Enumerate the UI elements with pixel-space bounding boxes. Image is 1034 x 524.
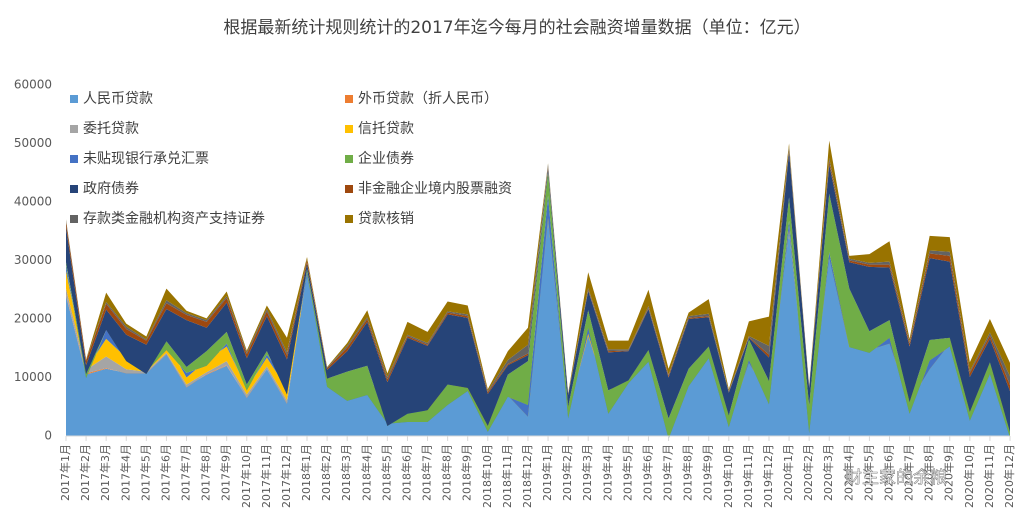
x-tick-label: 2018年8月 <box>440 444 454 501</box>
x-tick-label: 2018年3月 <box>339 444 353 501</box>
legend-label: 非金融企业境内股票融资 <box>358 180 512 197</box>
x-tick-label: 2020年7月 <box>902 444 916 501</box>
x-tick-label: 2018年9月 <box>460 444 474 501</box>
legend-label: 政府债券 <box>83 181 139 197</box>
x-tick-label: 2019年8月 <box>681 444 695 501</box>
x-tick-label: 2017年4月 <box>118 444 132 501</box>
legend-swatch <box>345 185 353 193</box>
x-tick-label: 2017年2月 <box>78 444 92 501</box>
y-tick-label: 50000 <box>14 136 52 150</box>
legend-swatch <box>70 215 78 223</box>
legend-swatch <box>345 215 353 223</box>
x-tick-label: 2020年9月 <box>942 444 956 501</box>
y-tick-label: 60000 <box>14 78 52 92</box>
area <box>66 172 1010 439</box>
x-tick-label: 2019年10月 <box>721 444 735 508</box>
legend-label: 信托贷款 <box>358 121 414 137</box>
x-tick-label: 2017年7月 <box>179 444 193 501</box>
x-tick-label: 2018年4月 <box>359 444 373 501</box>
x-tick-label: 2020年6月 <box>881 444 895 501</box>
legend-swatch <box>345 125 353 133</box>
x-tick-label: 2020年2月 <box>801 444 815 501</box>
x-tick-label: 2018年12月 <box>520 444 534 508</box>
legend-label: 委托贷款 <box>83 121 139 137</box>
x-tick-label: 2019年7月 <box>661 444 675 501</box>
x-tick-label: 2017年9月 <box>219 444 233 501</box>
legend-swatch <box>345 95 353 103</box>
x-tick-label: 2019年6月 <box>640 444 654 501</box>
x-tick-label: 2019年2月 <box>560 444 574 501</box>
legend-swatch <box>70 95 78 103</box>
x-tick-label: 2017年10月 <box>239 444 253 508</box>
y-tick-label: 30000 <box>14 253 52 267</box>
x-tick-label: 2018年2月 <box>319 444 333 501</box>
legend-label: 存款类金融机构资产支持证券 <box>83 211 265 227</box>
x-tick-label: 2017年6月 <box>158 444 172 501</box>
x-tick-label: 2017年1月 <box>58 444 72 501</box>
x-tick-label: 2019年5月 <box>620 444 634 501</box>
x-tick-label: 2019年1月 <box>540 444 554 501</box>
x-tick-label: 2019年11月 <box>741 444 755 508</box>
x-tick-label: 2018年10月 <box>480 444 494 508</box>
legend-label: 企业债券 <box>358 150 414 167</box>
x-tick-label: 2019年9月 <box>701 444 715 501</box>
area <box>66 195 1010 439</box>
x-tick-label: 2018年1月 <box>299 444 313 501</box>
x-tick-label: 2017年8月 <box>199 444 213 501</box>
x-tick-label: 2019年4月 <box>600 444 614 501</box>
x-tick-label: 2018年11月 <box>500 444 514 508</box>
legend-label: 未贴现银行承兑汇票 <box>83 151 209 167</box>
x-tick-label: 2017年5月 <box>138 444 152 501</box>
x-tick-label: 2020年5月 <box>861 444 875 501</box>
y-tick-label: 40000 <box>14 195 52 209</box>
x-tick-label: 2020年10月 <box>962 444 976 508</box>
legend-swatch <box>70 185 78 193</box>
x-tick-label: 2020年8月 <box>922 444 936 501</box>
legend-label: 人民币贷款 <box>83 91 153 107</box>
x-tick-label: 2017年12月 <box>279 444 293 508</box>
x-tick-label: 2020年3月 <box>821 444 835 501</box>
y-tick-label: 10000 <box>14 370 52 384</box>
chart-title: 根据最新统计规则统计的2017年迄今每月的社会融资增量数据（单位：亿元） <box>223 18 810 38</box>
x-tick-label: 2017年11月 <box>259 444 273 508</box>
x-tick-label: 2017年3月 <box>98 444 112 501</box>
x-tick-label: 2020年11月 <box>982 444 996 508</box>
legend-swatch <box>70 155 78 163</box>
legend-swatch <box>70 125 78 133</box>
x-tick-label: 2020年4月 <box>841 444 855 501</box>
legend-swatch <box>345 155 353 163</box>
legend-label: 贷款核销 <box>358 211 414 227</box>
x-tick-label: 2018年7月 <box>420 444 434 501</box>
x-tick-label: 2020年12月 <box>1002 444 1016 508</box>
x-tick-label: 2019年12月 <box>761 444 775 508</box>
x-tick-label: 2019年3月 <box>580 444 594 501</box>
watermark: 财主家的余粮 <box>845 468 947 488</box>
area <box>66 213 1010 436</box>
y-tick-label: 0 <box>44 429 52 443</box>
x-tick-label: 2018年5月 <box>379 444 393 501</box>
legend-label: 外币贷款（折人民币） <box>358 91 498 107</box>
x-tick-label: 2018年6月 <box>399 444 413 501</box>
x-tick-label: 2020年1月 <box>781 444 795 501</box>
y-tick-label: 20000 <box>14 312 52 326</box>
